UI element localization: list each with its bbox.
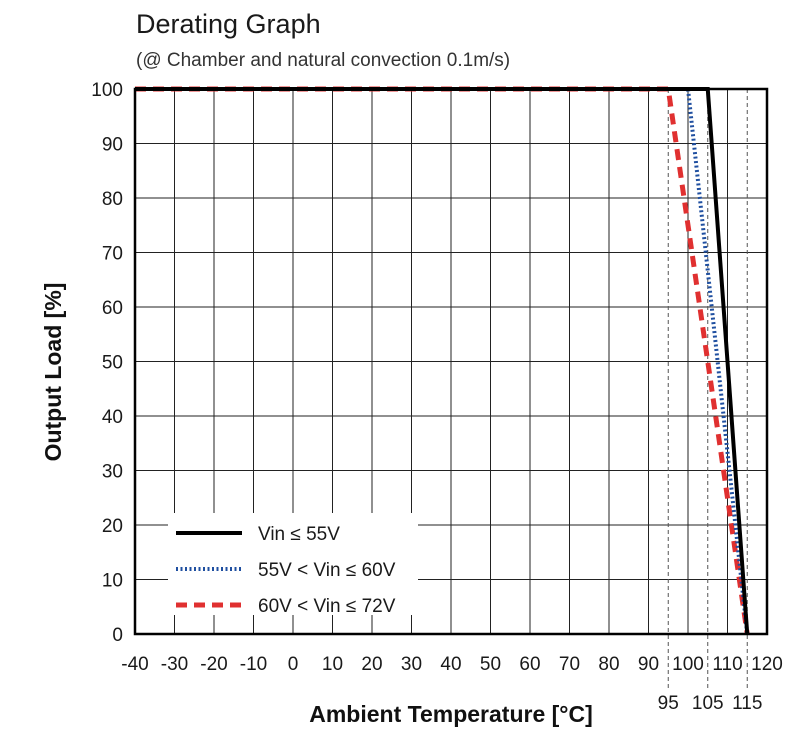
legend-label-2: 60V < Vin ≤ 72V [258,596,396,617]
y-tick-label-8: 80 [102,189,123,210]
x-tick-label-7: 30 [401,654,422,675]
x-tick-label-5: 10 [322,654,343,675]
x-tick-label-16: 120 [751,654,783,675]
x-tick-label-13: 90 [638,654,659,675]
x-tick-label-1: -30 [161,654,188,675]
y-tick-label-6: 60 [102,298,123,319]
x-tick-label-6: 20 [361,654,382,675]
y-tick-label-3: 30 [102,462,123,483]
y-tick-label-9: 90 [102,135,123,156]
extra-x-tick-label-0: 95 [658,693,679,714]
x-tick-label-10: 60 [519,654,540,675]
x-tick-label-4: 0 [288,654,299,675]
extra-x-tick-label-1: 105 [692,693,724,714]
series-line-1 [135,87,750,635]
x-tick-label-9: 50 [480,654,501,675]
y-tick-label-7: 70 [102,244,123,265]
guide-lines [667,89,748,690]
x-tick-label-14: 100 [672,654,704,675]
x-tick-label-3: -10 [240,654,267,675]
y-tick-label-5: 50 [102,353,123,374]
legend-label-0: Vin ≤ 55V [258,524,340,545]
x-tick-label-8: 40 [440,654,461,675]
y-tick-label-10: 100 [91,80,123,101]
legend: Vin ≤ 55V 55V < Vin ≤ 60V 60V < Vin ≤ 72V [168,513,418,617]
x-tick-label-0: -40 [121,654,148,675]
x-tick-label-2: -20 [200,654,227,675]
y-tick-label-2: 20 [102,516,123,537]
legend-background [168,513,418,615]
chart-subtitle: (@ Chamber and natural convection 0.1m/s… [136,50,510,71]
y-tick-labels: 0 10 20 30 40 50 60 70 80 90 100 [91,80,123,646]
chart-title: Derating Graph [136,9,321,39]
y-tick-label-4: 40 [102,407,123,428]
y-tick-label-1: 10 [102,571,123,592]
x-tick-label-11: 70 [559,654,580,675]
grid [135,89,767,634]
x-tick-labels: -40 -30 -20 -10 0 10 20 30 40 50 60 70 80 90 100 110 120 [121,654,783,675]
x-tick-label-12: 80 [598,654,619,675]
y-axis-label: Output Load [%] [40,283,66,462]
extra-x-tick-labels: 95 105 115 [658,693,763,714]
series-line-2 [135,86,750,635]
plot-frame [133,87,769,636]
extra-x-tick-label-2: 115 [732,693,762,714]
x-tick-label-15: 110 [712,654,742,675]
y-tick-label-0: 0 [112,625,123,646]
x-axis-label: Ambient Temperature [°C] [309,701,593,727]
legend-label-1: 55V < Vin ≤ 60V [258,560,396,581]
